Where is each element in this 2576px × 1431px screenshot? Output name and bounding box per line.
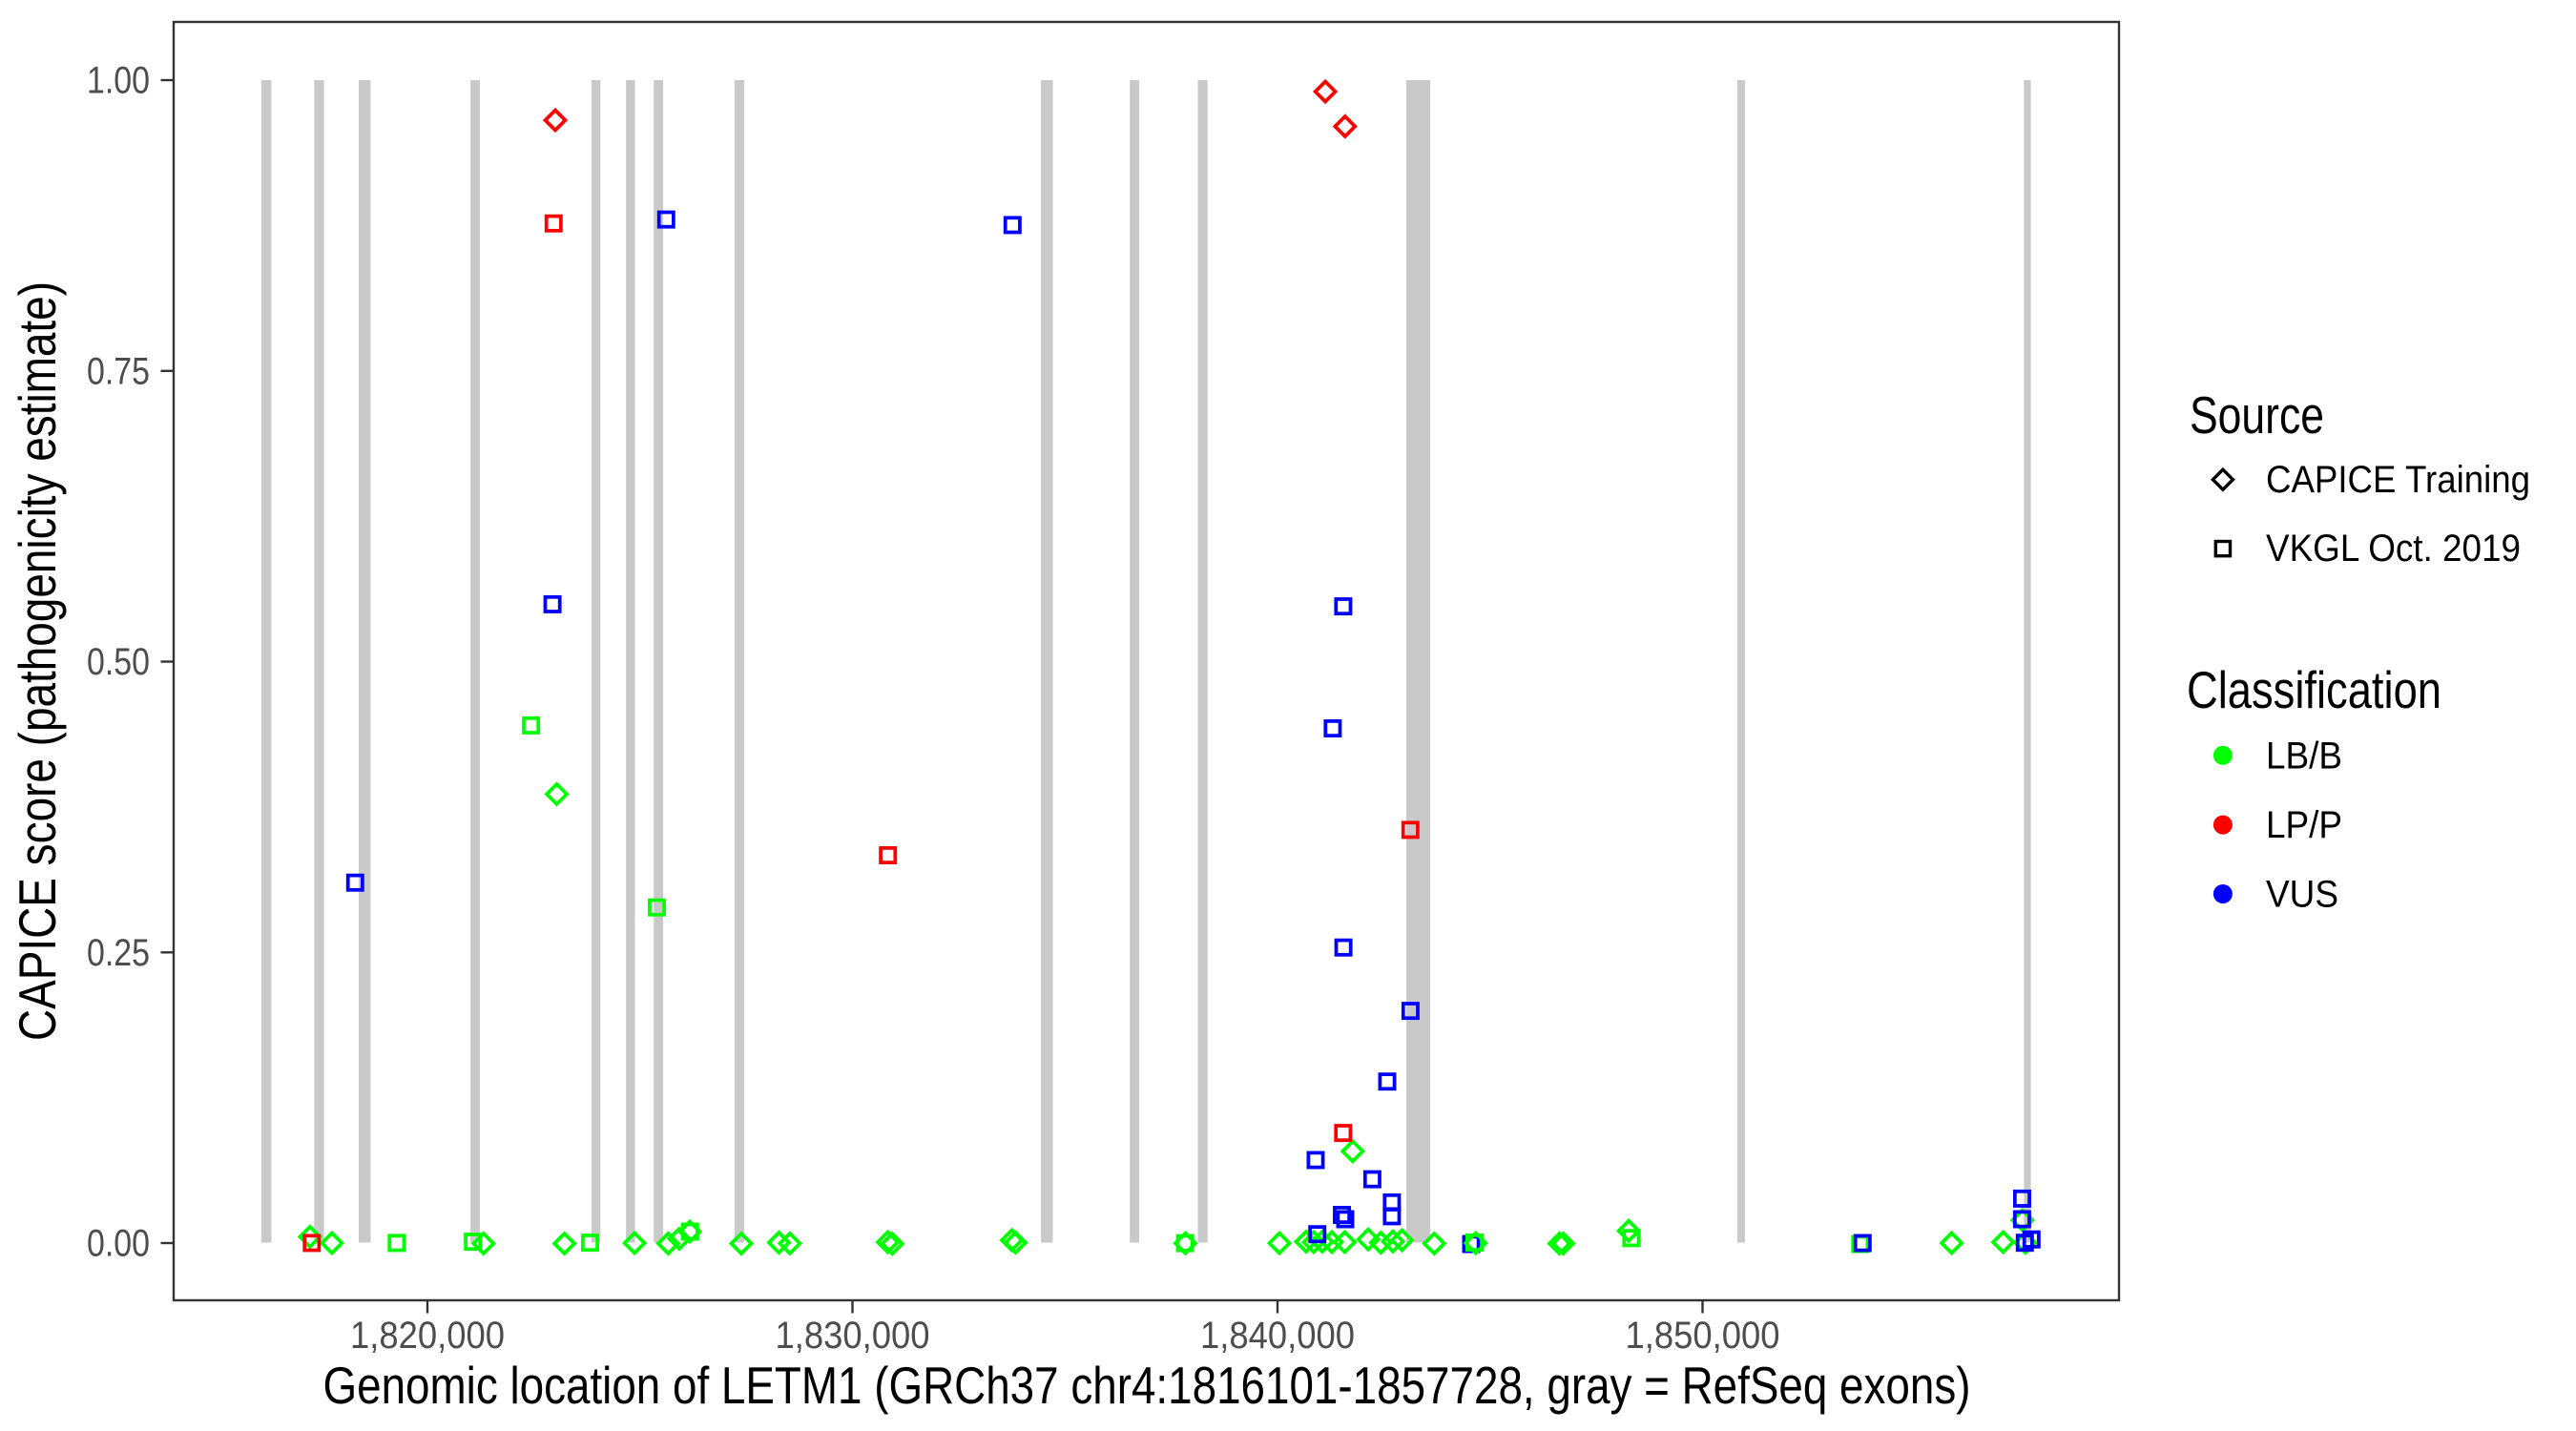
- svg-text:CAPICE Training: CAPICE Training: [2266, 459, 2530, 501]
- svg-text:0.75: 0.75: [87, 350, 150, 392]
- svg-text:CAPICE score (pathogenicity es: CAPICE score (pathogenicity estimate): [8, 281, 67, 1041]
- svg-text:Genomic location of LETM1 (GRC: Genomic location of LETM1 (GRCh37 chr4:1…: [323, 1356, 1971, 1415]
- svg-text:Source: Source: [2190, 385, 2324, 445]
- svg-text:1,840,000: 1,840,000: [1200, 1315, 1355, 1357]
- svg-text:1,820,000: 1,820,000: [350, 1315, 505, 1357]
- svg-text:1.00: 1.00: [87, 60, 150, 102]
- svg-text:0.50: 0.50: [87, 641, 150, 683]
- svg-text:1,830,000: 1,830,000: [776, 1315, 930, 1357]
- svg-text:Classification: Classification: [2187, 660, 2441, 719]
- svg-text:LP/P: LP/P: [2266, 804, 2342, 846]
- svg-text:VUS: VUS: [2266, 874, 2338, 916]
- svg-text:1,850,000: 1,850,000: [1626, 1315, 1780, 1357]
- svg-text:0.25: 0.25: [87, 932, 150, 974]
- svg-text:LB/B: LB/B: [2266, 735, 2342, 777]
- svg-text:0.00: 0.00: [87, 1223, 150, 1265]
- svg-text:VKGL Oct. 2019: VKGL Oct. 2019: [2266, 528, 2521, 570]
